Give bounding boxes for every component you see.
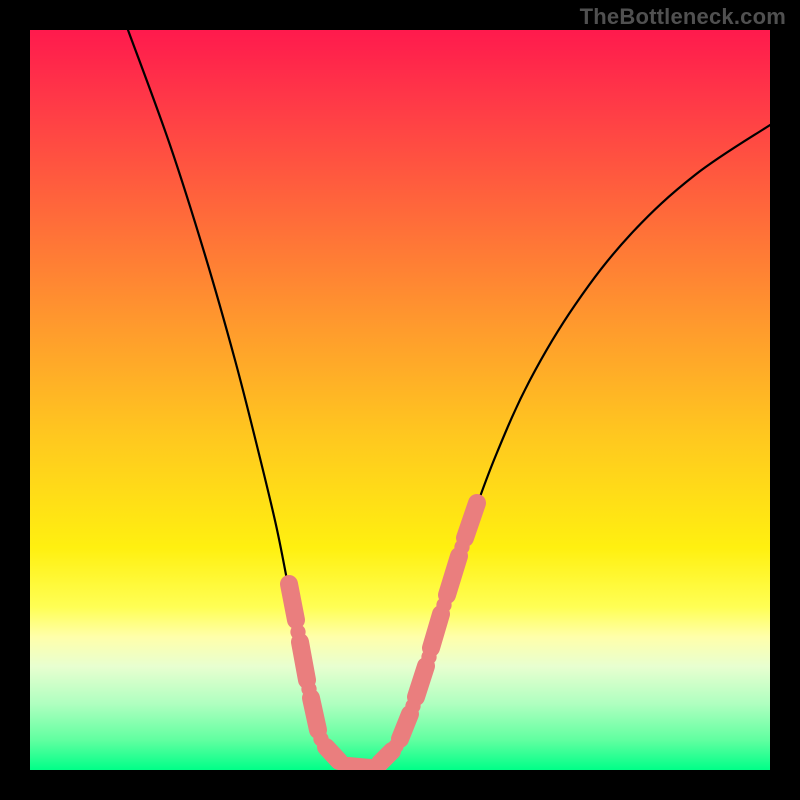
curve-marker-capsule <box>431 614 441 648</box>
curve-marker-dot <box>313 731 328 746</box>
curve-marker-capsule <box>289 584 296 620</box>
plot-area <box>30 30 770 770</box>
chart-svg <box>30 30 770 770</box>
curve-marker-capsule <box>465 503 477 538</box>
curve-marker-capsule <box>400 714 410 739</box>
bottleneck-curve <box>128 30 770 769</box>
watermark-text: TheBottleneck.com <box>580 4 786 30</box>
chart-frame: TheBottleneck.com <box>0 0 800 800</box>
curve-marker-capsule <box>300 642 307 680</box>
curve-marker-capsule <box>447 556 459 595</box>
curve-marker-dot <box>301 681 316 696</box>
curve-marker-capsule <box>416 666 426 697</box>
curve-marker-capsule <box>348 766 370 768</box>
curve-marker-dot <box>405 698 420 713</box>
curve-marker-capsule <box>326 747 339 761</box>
curve-marker-dot <box>421 649 436 664</box>
curve-marker-dot <box>388 738 403 753</box>
curve-marker-capsule <box>311 698 318 730</box>
curve-marker-dot <box>454 539 469 554</box>
curve-marker-dot <box>436 597 451 612</box>
curve-marker-dot <box>290 624 305 639</box>
